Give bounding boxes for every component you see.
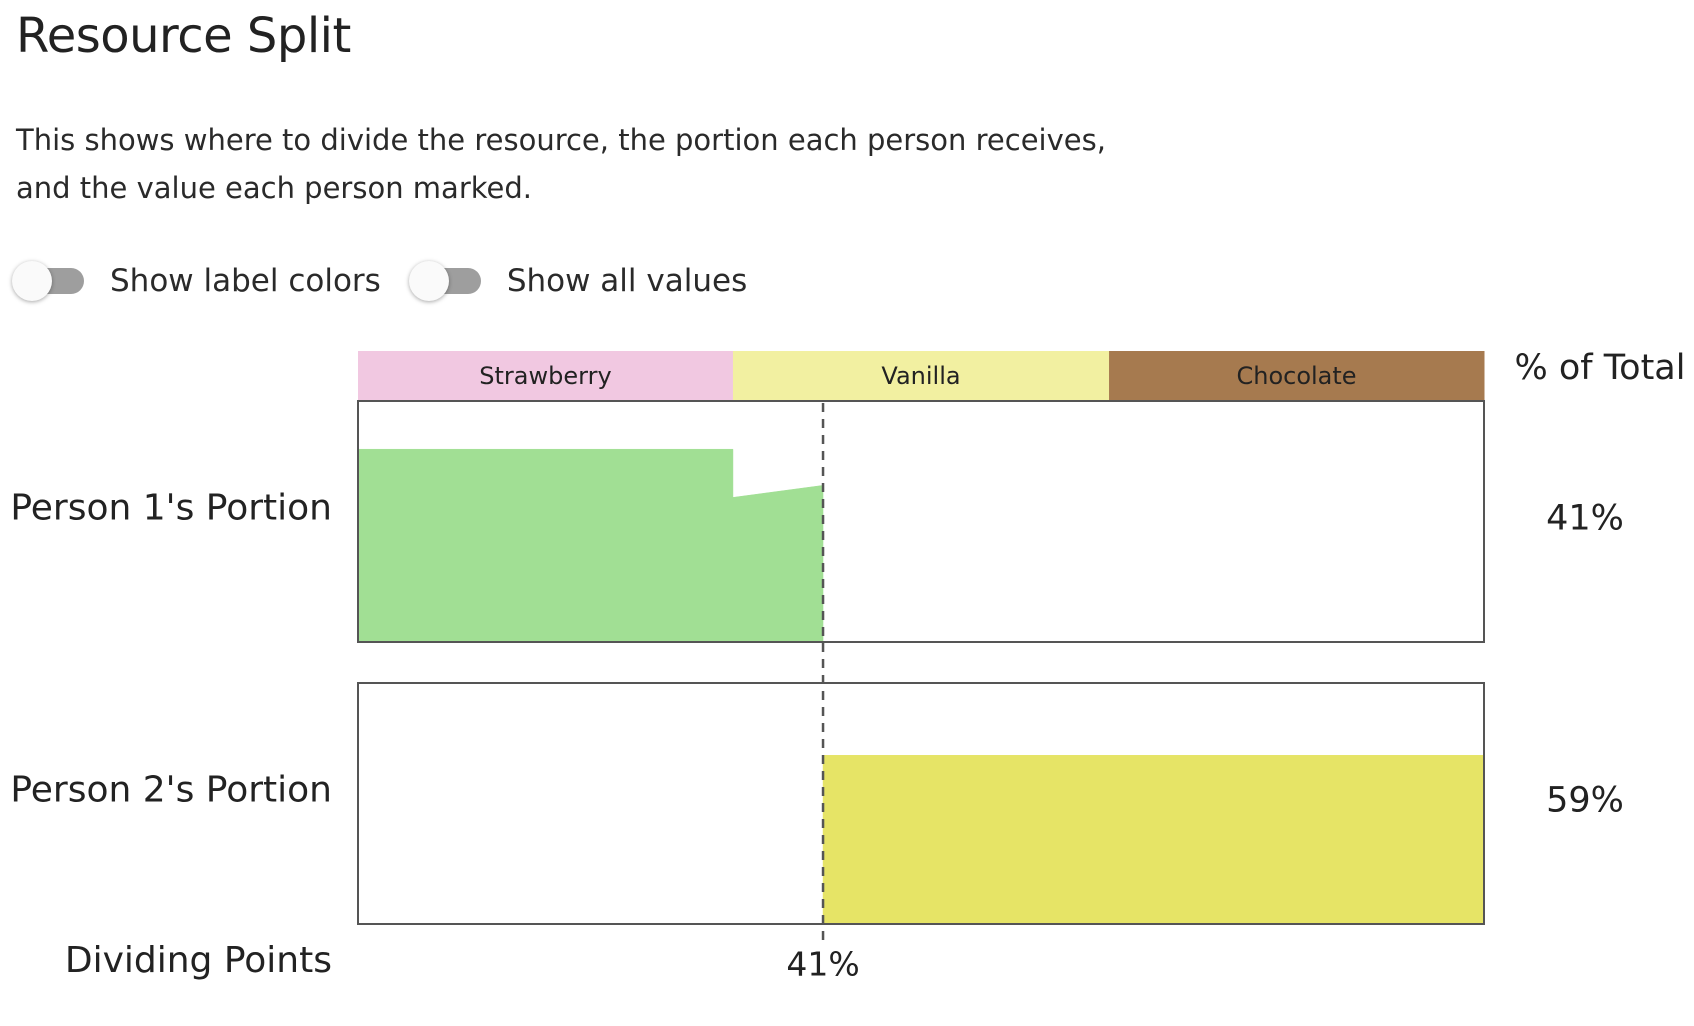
row-frame-2	[357, 682, 1485, 925]
page-description: This shows where to divide the resource,…	[16, 116, 1236, 212]
flavor-label-chocolate: Chocolate	[1236, 362, 1356, 390]
flavor-header-strawberry	[358, 351, 734, 401]
flavor-label-strawberry: Strawberry	[479, 362, 611, 390]
description-line-2: and the value each person marked.	[16, 171, 532, 205]
row-label-person-2: Person 2's Portion	[10, 770, 332, 811]
flavor-label-vanilla: Vanilla	[881, 362, 960, 390]
portion-area-2-1	[822, 755, 1485, 925]
row-label-person-1: Person 1's Portion	[10, 488, 332, 529]
description-line-1: This shows where to divide the resource,…	[16, 123, 1106, 157]
switch-thumb[interactable]	[408, 261, 449, 301]
show-all-values-switch[interactable]	[408, 258, 485, 304]
percent-of-total-header: % of Total	[1515, 348, 1686, 388]
show-label-colors-toggle[interactable]: Show label colors	[12, 258, 381, 304]
show-all-values-label: Show all values	[506, 263, 748, 299]
row-total-person-2: 59%	[1546, 781, 1624, 821]
flavor-header-vanilla	[732, 351, 1110, 401]
row-frame-1	[357, 400, 1485, 643]
portion-area-1-1	[357, 448, 734, 643]
show-label-colors-label: Show label colors	[110, 263, 381, 299]
flavor-header-chocolate	[1109, 351, 1485, 401]
show-label-colors-switch[interactable]	[12, 258, 88, 304]
switch-thumb[interactable]	[12, 261, 52, 301]
page-title: Resource Split	[16, 8, 351, 64]
portion-area-1-2	[732, 485, 824, 643]
row-total-person-1: 41%	[1546, 499, 1624, 539]
toggle-bar: Show label colors Show all values	[12, 258, 747, 304]
dividing-point-label-1: 41%	[786, 945, 859, 984]
show-all-values-toggle[interactable]: Show all values	[408, 258, 748, 304]
dividing-points-label: Dividing Points	[65, 940, 332, 981]
